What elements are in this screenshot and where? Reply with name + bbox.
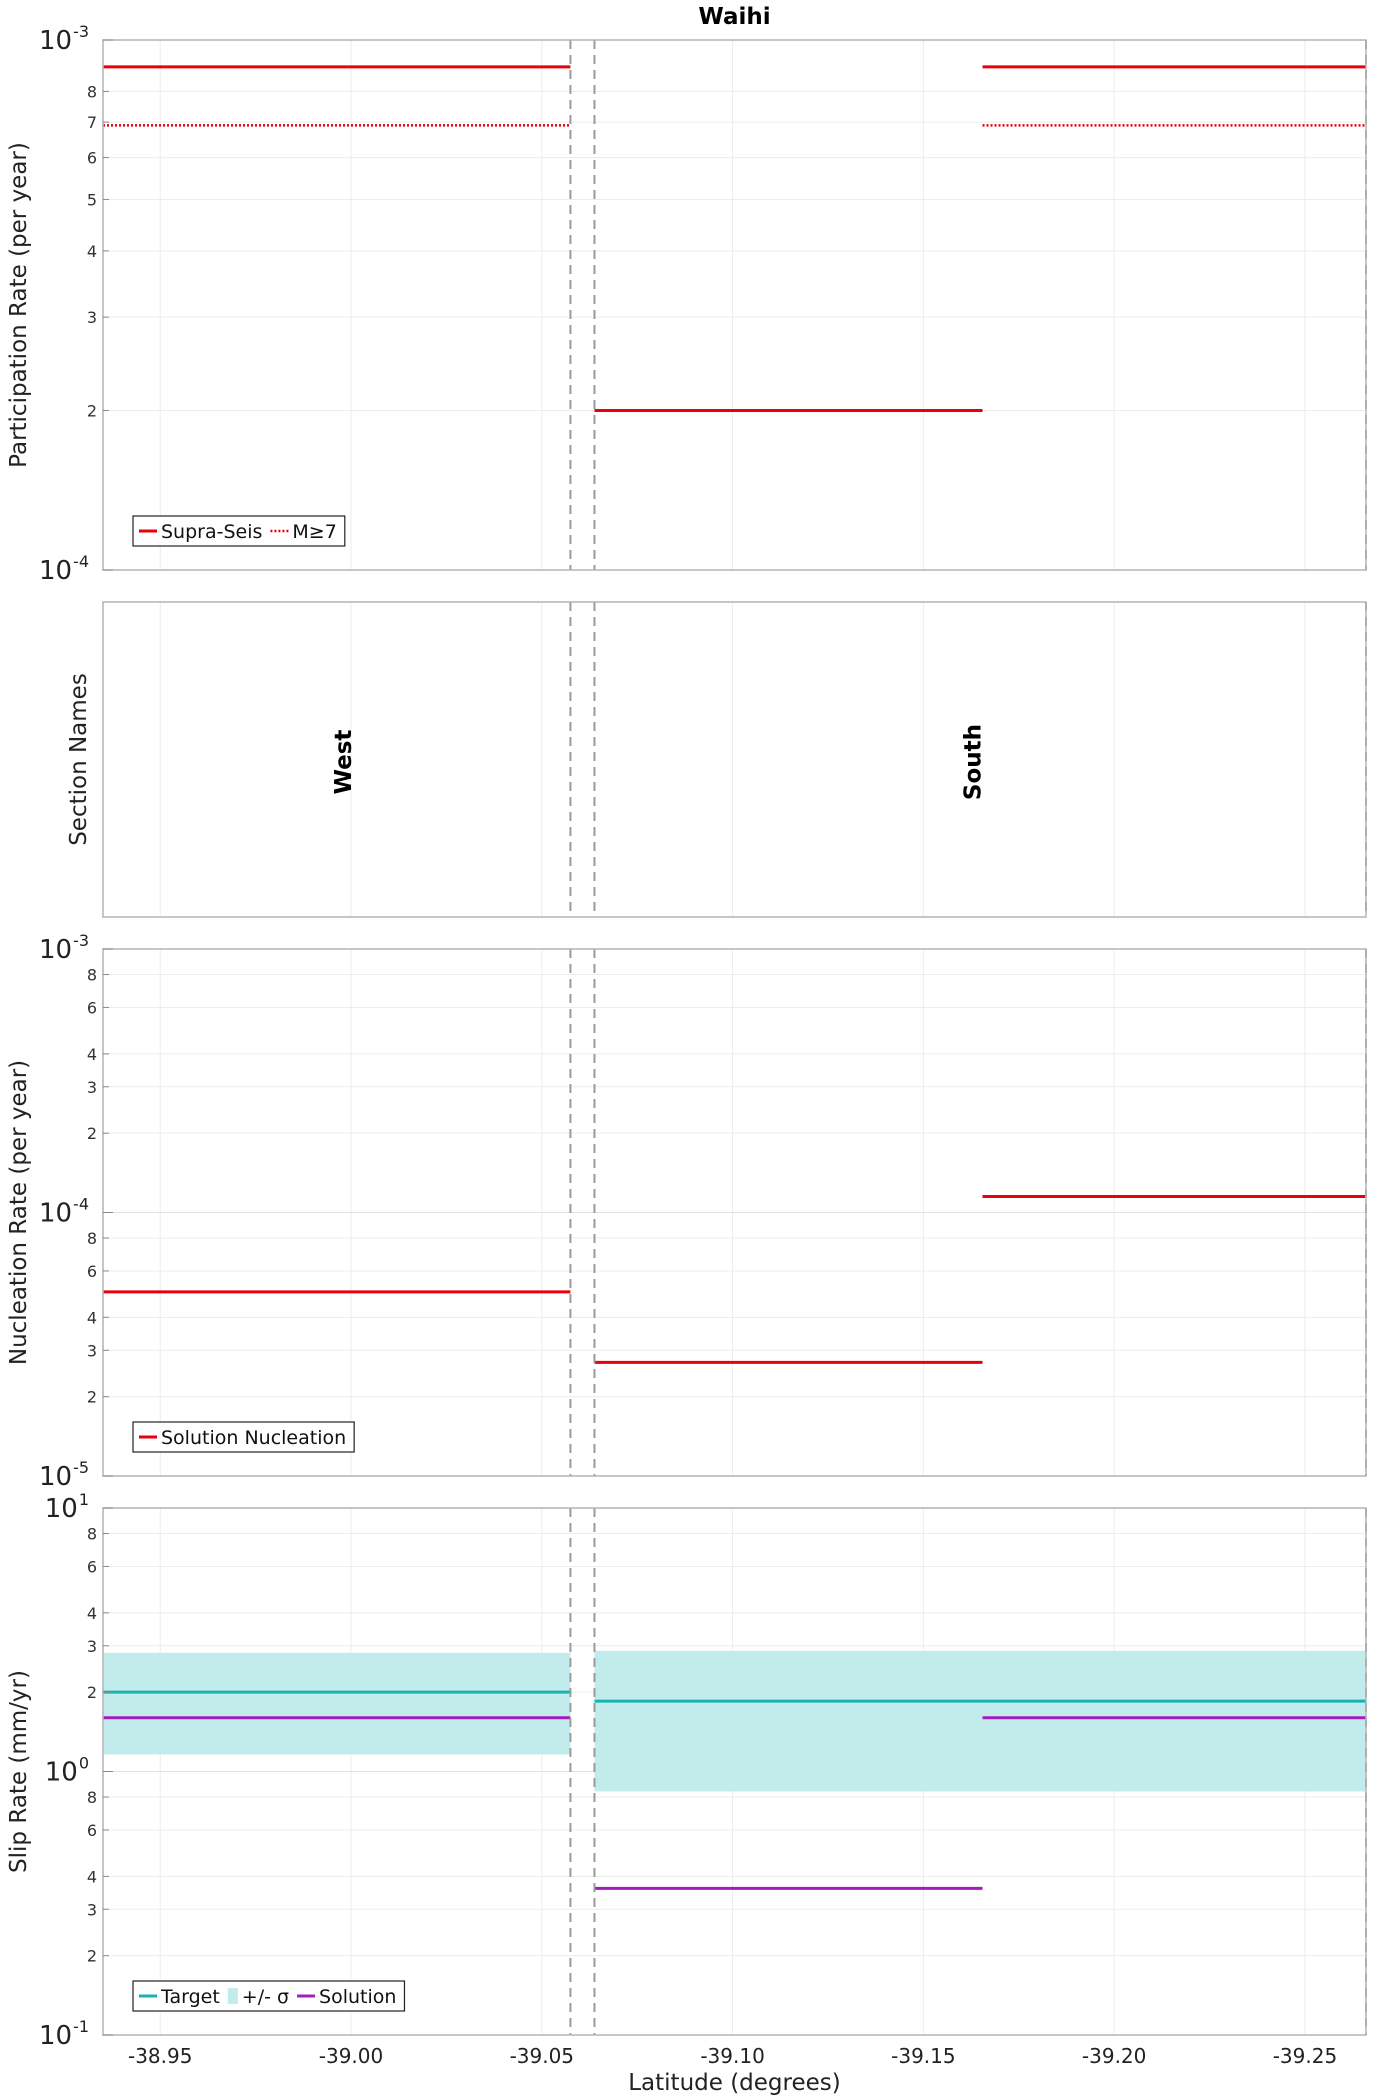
legend-box — [132, 1421, 355, 1453]
y-major-tick-label: 10-4 — [39, 1195, 89, 1229]
y-tick-label: 3 — [87, 1900, 97, 1919]
y-tick-label: 4 — [87, 1045, 97, 1064]
y-axis-label: Slip Rate (mm/yr) — [6, 1670, 32, 1873]
panel-3: 2 3 4 6 8 2 3 4 6 8 10-5 10-4 10-3 Nucleation Rate (p… — [6, 931, 1367, 1492]
y-major-tick-exponent: -4 — [73, 552, 89, 571]
y-major-tick-exponent: -3 — [73, 931, 89, 950]
y-tick-label: 3 — [87, 1637, 97, 1656]
x-axis-label: Latitude (degrees) — [628, 2070, 841, 2096]
legend-swatch — [227, 1988, 238, 2004]
plot-border — [102, 39, 1367, 571]
y-major-tick-exponent: -4 — [73, 1195, 89, 1214]
section-name-label: South — [961, 724, 987, 800]
y-major-tick-exponent: -3 — [73, 22, 89, 41]
y-tick-label: 3 — [87, 1078, 97, 1097]
legend-label: Solution — [319, 1986, 396, 2008]
legend-label: +/- σ — [242, 1986, 289, 2008]
plot-area — [103, 40, 1366, 570]
x-tick-label: -39.00 — [319, 2044, 383, 2068]
sigma-band — [103, 1652, 571, 1755]
x-tick-label: -39.10 — [700, 2044, 764, 2068]
y-major-tick-label: 10-3 — [39, 931, 89, 965]
y-tick-label: 2 — [87, 1388, 97, 1407]
y-major-tick-label: 10-3 — [39, 22, 89, 56]
x-tick-label: -39.25 — [1273, 2044, 1337, 2068]
y-major-tick-label: 100 — [45, 1754, 89, 1788]
x-tick-label: -39.15 — [891, 2044, 955, 2068]
y-axis-label: Nucleation Rate (per year) — [6, 1060, 32, 1365]
y-major-tick-exponent: -5 — [73, 1458, 89, 1477]
y-major-tick-label: 10-1 — [39, 2017, 89, 2051]
legend: Supra-Seis M≥7 — [132, 515, 346, 547]
legend-label: Target — [160, 1986, 220, 2008]
y-major-tick-label: 10-5 — [39, 1458, 89, 1492]
y-major-tick-exponent: 1 — [79, 1490, 89, 1509]
sigma-band — [594, 1650, 1366, 1792]
y-major-tick-exponent: -1 — [73, 2017, 89, 2036]
y-tick-label: 2 — [87, 1947, 97, 1966]
y-tick-label: 8 — [87, 82, 97, 101]
y-tick-label: 6 — [87, 1821, 97, 1840]
y-tick-label: 3 — [87, 308, 97, 327]
y-tick-label: 4 — [87, 1308, 97, 1327]
y-tick-label: 2 — [87, 401, 97, 420]
y-tick-label: 4 — [87, 1604, 97, 1623]
x-tick-label: -39.05 — [510, 2044, 574, 2068]
legend-label: M≥7 — [292, 521, 336, 543]
y-tick-label: 6 — [87, 1262, 97, 1281]
y-tick-label: 4 — [87, 242, 97, 261]
chart-title: Waihi — [698, 4, 770, 30]
y-tick-label: 3 — [87, 1341, 97, 1360]
legend-box — [132, 1980, 406, 2012]
legend: Solution Nucleation — [132, 1421, 355, 1453]
y-tick-label: 6 — [87, 998, 97, 1017]
plot-area — [103, 602, 1366, 917]
x-tick-label: -38.95 — [128, 2044, 192, 2068]
y-tick-label: 8 — [87, 1525, 97, 1544]
section-name-label: West — [331, 730, 357, 795]
legend-label: Solution Nucleation — [161, 1427, 346, 1449]
y-major-tick-label: 101 — [45, 1490, 89, 1524]
panel-2: Section Names West South — [66, 601, 1367, 918]
y-tick-label: 5 — [87, 191, 97, 210]
y-tick-label: 4 — [87, 1867, 97, 1886]
y-tick-label: 8 — [87, 966, 97, 985]
y-tick-label: 2 — [87, 1683, 97, 1702]
y-major-tick-exponent: 0 — [79, 1754, 89, 1773]
legend: Target +/- σ Solution — [132, 1980, 406, 2012]
y-tick-label: 7 — [87, 113, 97, 132]
y-axis-label: Participation Rate (per year) — [6, 142, 32, 468]
y-tick-label: 8 — [87, 1788, 97, 1807]
plot-border — [102, 601, 1367, 918]
y-axis-label: Section Names — [66, 673, 92, 846]
y-tick-label: 6 — [87, 149, 97, 168]
y-tick-label: 2 — [87, 1124, 97, 1143]
x-tick-label: -39.20 — [1082, 2044, 1146, 2068]
legend-label: Supra-Seis — [161, 521, 262, 543]
legend-box — [132, 515, 346, 547]
y-major-tick-label: 10-4 — [39, 552, 89, 586]
panel-1: 2 3 4 5 6 7 8 10-4 10-3 Participation Rate (per y… — [6, 22, 1367, 586]
y-tick-label: 8 — [87, 1229, 97, 1248]
y-tick-label: 6 — [87, 1557, 97, 1576]
